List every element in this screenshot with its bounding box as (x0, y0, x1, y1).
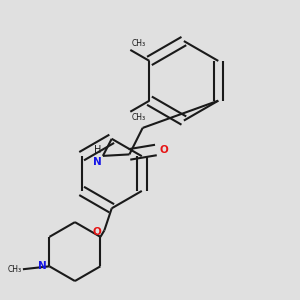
Text: H: H (94, 145, 101, 155)
Text: CH₃: CH₃ (132, 113, 146, 122)
Text: CH₃: CH₃ (7, 265, 21, 274)
Text: O: O (92, 227, 101, 237)
Text: N: N (93, 157, 101, 167)
Text: O: O (159, 145, 168, 155)
Text: CH₃: CH₃ (132, 39, 146, 48)
Text: N: N (38, 261, 47, 271)
